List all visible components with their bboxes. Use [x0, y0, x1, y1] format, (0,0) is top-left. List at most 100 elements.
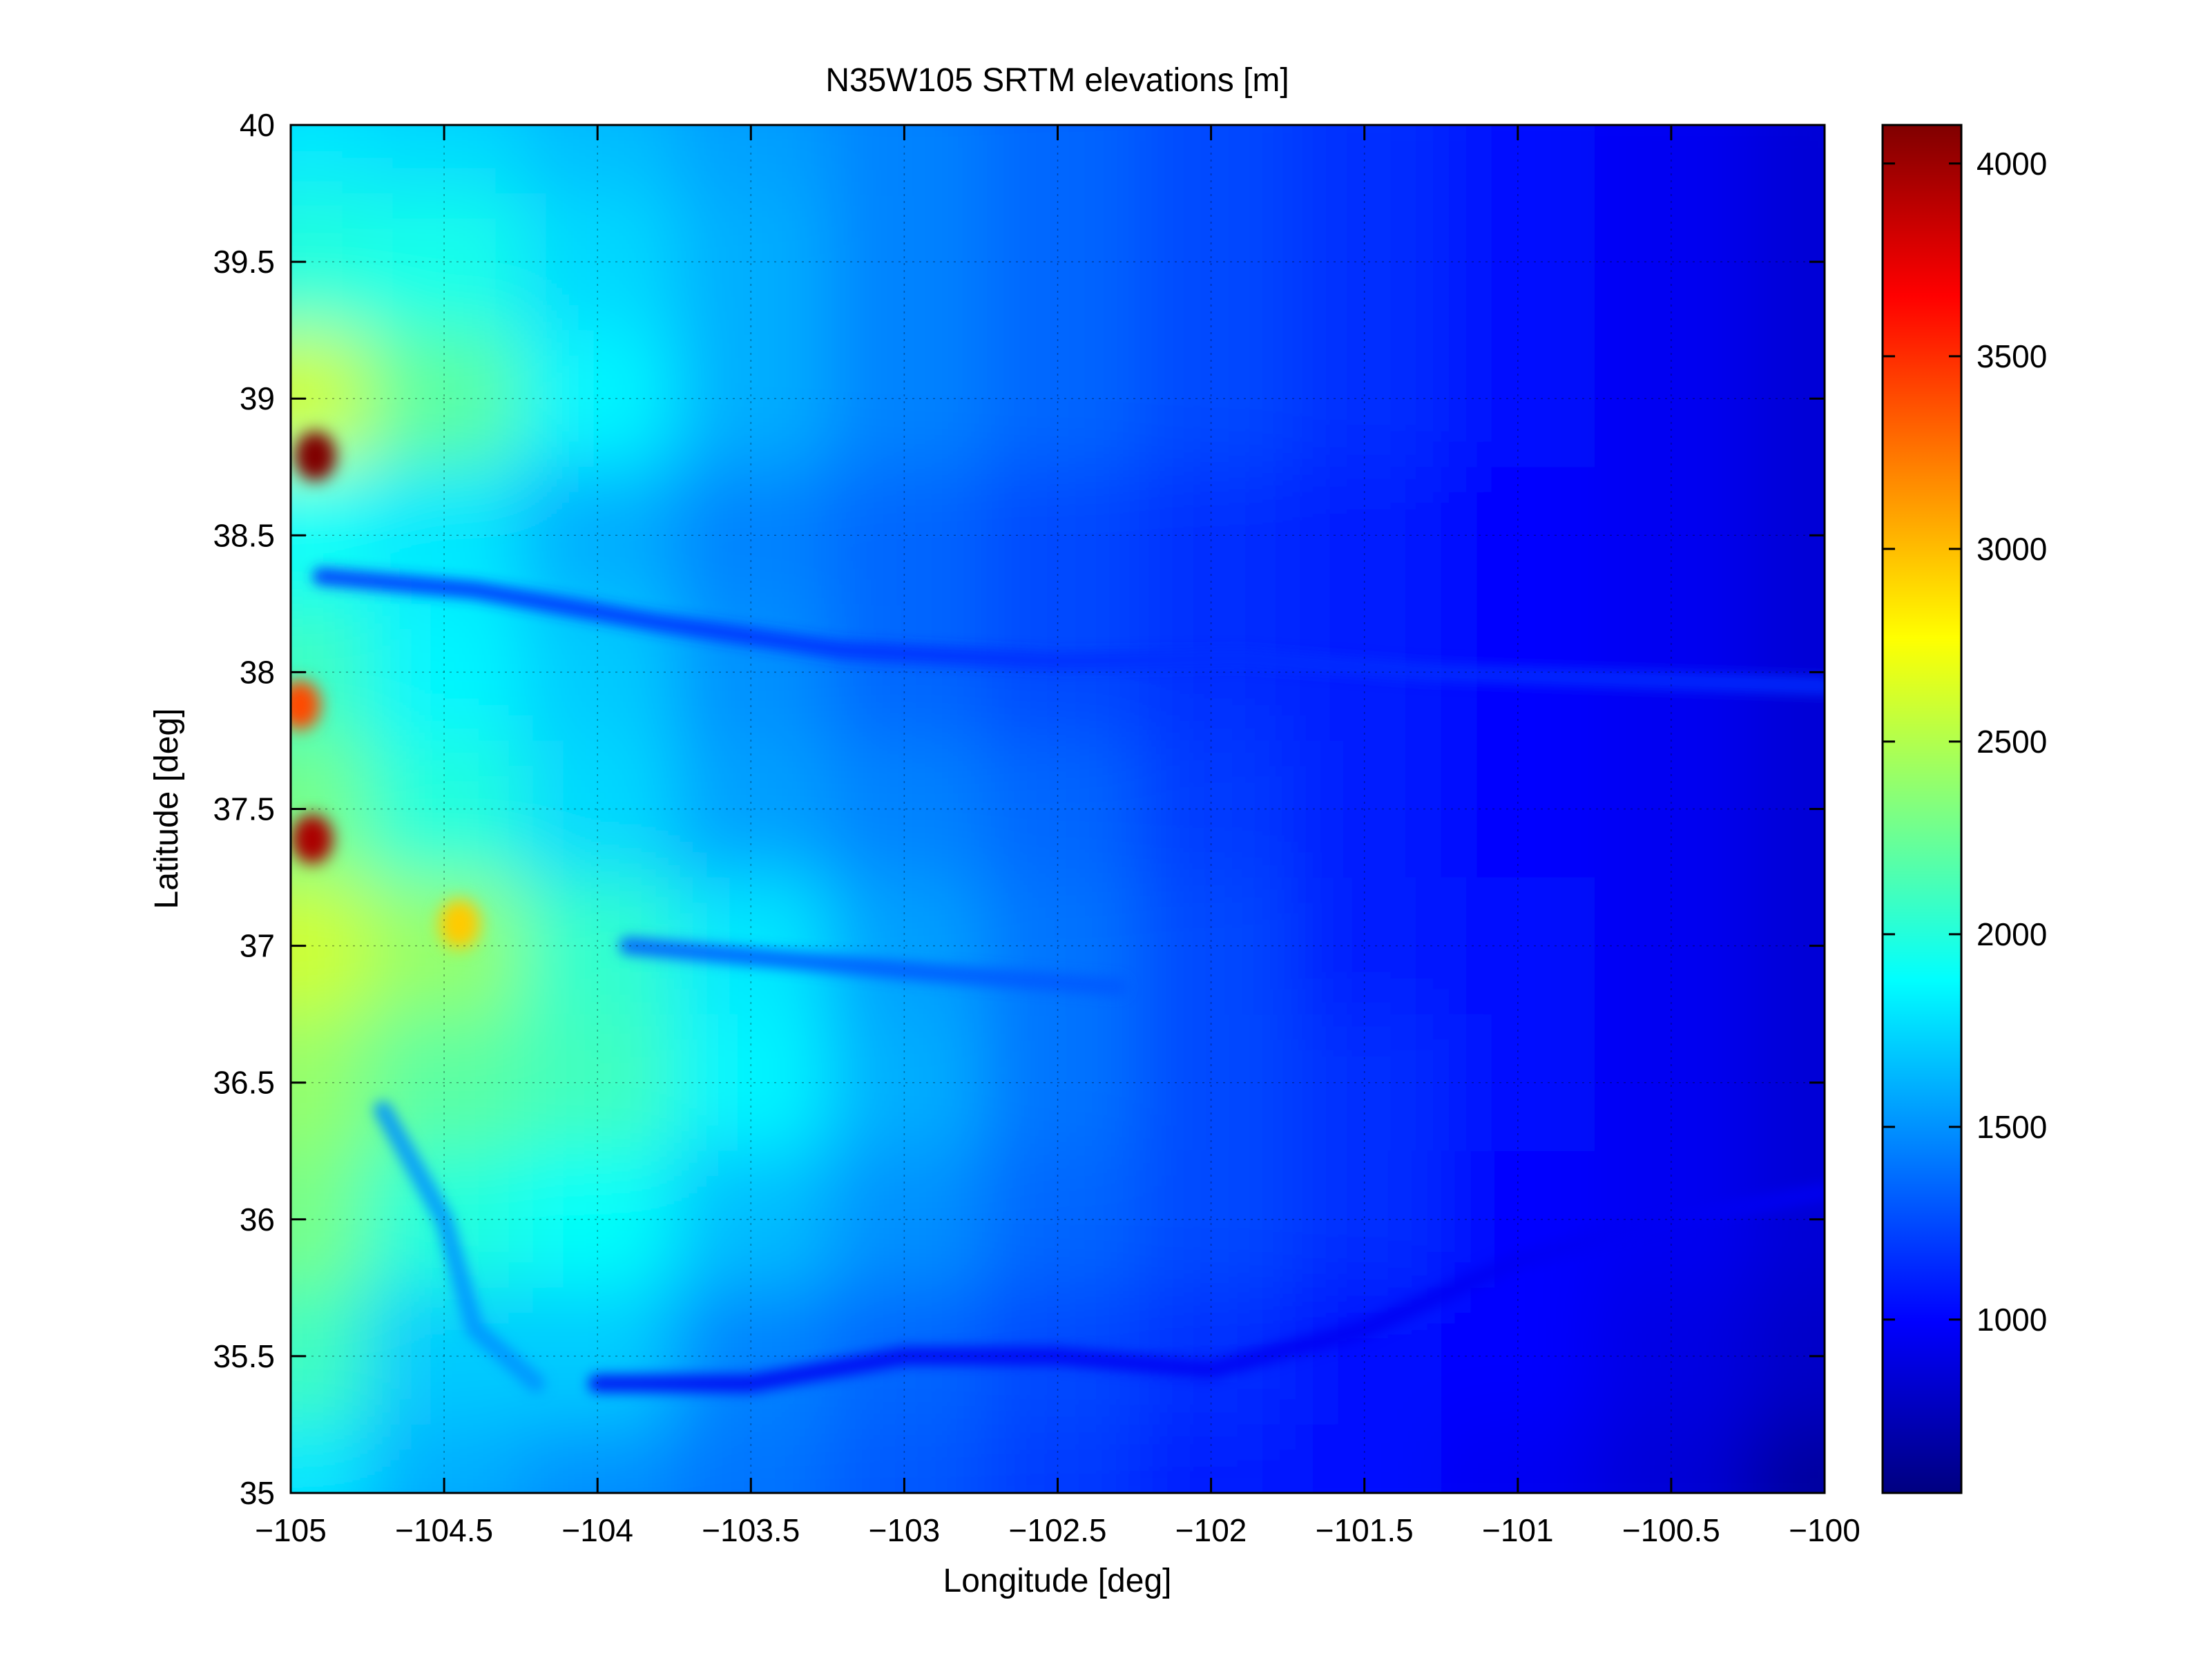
- heatmap-cell: [521, 193, 675, 331]
- heatmap-cell: [981, 1014, 1135, 1152]
- heatmap-cell: [674, 740, 829, 878]
- heatmap-cell: [981, 193, 1135, 331]
- colorbar-tick-label: 3000: [1977, 531, 2047, 567]
- peak-mark: [439, 898, 481, 949]
- heatmap-cell: [1134, 1014, 1289, 1152]
- heatmap-cell: [1441, 1014, 1595, 1152]
- x-tick-label: −105: [255, 1512, 327, 1548]
- y-tick-label: 36: [240, 1202, 275, 1237]
- peak-layer: [291, 431, 481, 949]
- heatmap-cell: [1441, 193, 1595, 331]
- heatmap-cell: [1594, 467, 1749, 605]
- heatmap-cell: [674, 1287, 829, 1425]
- heatmap-cell: [827, 1014, 982, 1152]
- heatmap-cell: [291, 1424, 369, 1493]
- x-tick-label: −104: [561, 1512, 633, 1548]
- y-tick-label: 40: [240, 107, 275, 143]
- heatmap-cell: [1134, 1150, 1289, 1289]
- heatmap-cell: [1134, 604, 1289, 742]
- y-tick-label: 35.5: [213, 1338, 275, 1374]
- x-tick-label: −103.5: [702, 1512, 800, 1548]
- peak-mark: [291, 814, 334, 865]
- colorbar-ticks: [1883, 162, 1961, 1321]
- x-tick-label: −100: [1789, 1512, 1860, 1548]
- heatmap-cell: [1594, 330, 1749, 468]
- heatmap-cell: [981, 330, 1135, 468]
- heatmap-cell: [674, 1150, 829, 1289]
- heatmap-cell: [1441, 330, 1595, 468]
- colorbar-tick-label: 1000: [1977, 1302, 2047, 1338]
- y-tick-label: 36.5: [213, 1065, 275, 1101]
- heatmap-cell: [1134, 740, 1289, 878]
- heatmap-cell: [1287, 740, 1442, 878]
- y-tick-label: 39.5: [213, 244, 275, 280]
- heatmap-cell: [1287, 877, 1442, 1015]
- y-axis-label: Latitude [deg]: [148, 708, 185, 909]
- y-tick-label: 39: [240, 380, 275, 416]
- heatmap-cell: [367, 604, 522, 742]
- heatmap-cell: [674, 1014, 829, 1152]
- tick-marks: [289, 124, 1826, 1494]
- heatmap-cell: [1594, 193, 1749, 331]
- heatmap-cell: [1594, 1287, 1749, 1425]
- x-tick-label: −101: [1482, 1512, 1554, 1548]
- x-tick-labels: −105 −104.5 −104 −103.5 −103 −102.5 −102 −101.5…: [255, 1512, 1860, 1548]
- colorbar-tick-label: 1500: [1977, 1109, 2047, 1145]
- heatmap-cell: [1441, 877, 1595, 1015]
- colorbar-tick-label: 2000: [1977, 916, 2047, 952]
- x-tick-label: −102: [1175, 1512, 1247, 1548]
- heatmap-cell: [1441, 1287, 1595, 1425]
- colorbar-tick-label: 4000: [1977, 146, 2047, 182]
- valley-layer: [312, 567, 1825, 1393]
- colorbar: 1000 1500 2000 2500 3000 3500 4000: [1881, 124, 2047, 1494]
- y-tick-label: 37: [240, 928, 275, 964]
- heatmap-cell: [367, 330, 522, 468]
- y-tick-label: 37.5: [213, 791, 275, 827]
- peak-mark: [291, 679, 321, 730]
- heatmap-cell: [827, 740, 982, 878]
- heatmap-cell: [1747, 1424, 1825, 1493]
- heatmap-cell: [1594, 877, 1749, 1015]
- x-tick-label: −100.5: [1622, 1512, 1720, 1548]
- heatmap-cell: [827, 877, 982, 1015]
- grid-lines: [291, 125, 1825, 1493]
- heatmap-cell: [367, 877, 522, 1015]
- heatmap-cell: [367, 193, 522, 331]
- heatmap-cell: [674, 193, 829, 331]
- y-tick-labels: 35 35.5 36 36.5 37 37.5 38 38.5 39 39.5 40: [213, 107, 275, 1511]
- heatmap-cell: [1287, 330, 1442, 468]
- peak-mark: [294, 431, 336, 481]
- heatmap-cell: [674, 330, 829, 468]
- heatmap-cell: [981, 1150, 1135, 1289]
- valley-line: [374, 1101, 546, 1393]
- heatmap-cell: [827, 604, 982, 742]
- heatmap-cell: [1287, 1150, 1442, 1289]
- valley-line: [619, 936, 1128, 996]
- heatmap-cell: [367, 740, 522, 878]
- x-tick-label: −101.5: [1316, 1512, 1414, 1548]
- valley-line: [312, 567, 1825, 695]
- heatmap-cell: [1134, 877, 1289, 1015]
- heatmap-cell: [291, 125, 369, 195]
- heatmap-cell: [521, 1014, 675, 1152]
- heatmap-cell: [1287, 467, 1442, 605]
- heatmap-cell: [1747, 125, 1825, 195]
- heatmap-cell: [521, 740, 675, 878]
- x-tick-label: −104.5: [395, 1512, 493, 1548]
- x-tick-label: −102.5: [1009, 1512, 1107, 1548]
- colorbar-tick-labels: 1000 1500 2000 2500 3000 3500 4000: [1977, 146, 2047, 1338]
- heatmap-plot-area: −105 −104.5 −104 −103.5 −103 −102.5 −102 −101.5…: [213, 107, 1860, 1548]
- heatmap-cell: [521, 330, 675, 468]
- heatmap-cell: [1441, 740, 1595, 878]
- heatmap-cell: [1287, 1014, 1442, 1152]
- heatmap-cell: [521, 1150, 675, 1289]
- heatmap-cell: [1594, 1014, 1749, 1152]
- valley-line: [588, 1183, 1825, 1393]
- heatmap-cell: [674, 467, 829, 605]
- heatmap-cell: [521, 467, 675, 605]
- heatmap-cell: [1441, 467, 1595, 605]
- heatmap-cell: [1134, 467, 1289, 605]
- heatmap-cell: [981, 604, 1135, 742]
- x-axis-label: Longitude [deg]: [943, 1563, 1172, 1599]
